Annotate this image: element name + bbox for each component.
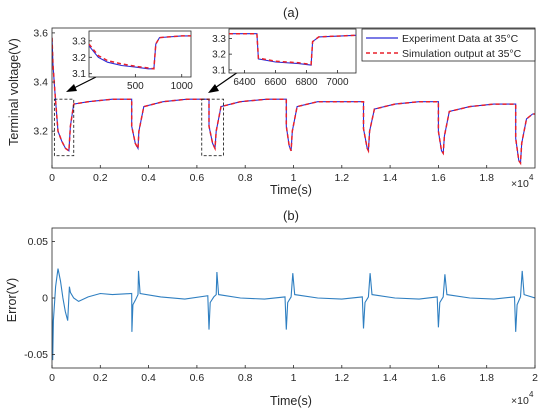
inset-2-arrow-head bbox=[208, 84, 219, 93]
inset-2-x-ticks: 6400 6600 6800 7000 bbox=[233, 70, 349, 88]
chart-b-ytick-label: 0 bbox=[42, 293, 48, 305]
zoom-box-1 bbox=[53, 98, 75, 157]
chart-a-xtick-label: 1.4 bbox=[383, 172, 398, 184]
chart-b-xtick-label: 0.6 bbox=[190, 372, 205, 384]
chart-b-x-ticks: 0 0.2 0.4 0.6 0.8 1 1.2 1.4 1.6 1.8 2 bbox=[49, 365, 538, 384]
chart-b-ylabel: Error(V) bbox=[5, 278, 19, 322]
chart-a-legend: Experiment Data at 35°C Simulation outpu… bbox=[361, 28, 536, 62]
inset-2-ytick-label: 3.3 bbox=[212, 34, 226, 45]
inset-1-arrow-head bbox=[66, 84, 77, 92]
inset-2-xtick-label: 7000 bbox=[326, 77, 349, 88]
chart-b-title: (b) bbox=[283, 208, 299, 223]
chart-a-xtick-label: 1.2 bbox=[334, 172, 349, 184]
chart-a-xtick-label: 0.4 bbox=[141, 172, 156, 184]
chart-b-xtick-label: 0 bbox=[49, 372, 55, 384]
chart-a-x-multiplier-exp: 4 bbox=[529, 173, 534, 182]
chart-b-ytick-label: 0.05 bbox=[28, 236, 49, 248]
chart-a-ytick-label: 3.6 bbox=[33, 27, 48, 39]
inset-2-y-ticks: 3.1 3.2 3.3 bbox=[212, 34, 232, 76]
inset-2-xtick-label: 6800 bbox=[295, 77, 318, 88]
chart-a-xtick-label: 1 bbox=[291, 172, 297, 184]
chart-a-xtick-label: 0.6 bbox=[190, 172, 205, 184]
inset-1-x-ticks: 500 1000 bbox=[127, 74, 193, 92]
chart-a-y-ticks: 3.2 3.4 3.6 bbox=[33, 27, 55, 138]
chart-b-xtick-label: 1.2 bbox=[334, 372, 349, 384]
inset-2-xtick-label: 6600 bbox=[264, 77, 287, 88]
chart-a-xtick-label: 0.8 bbox=[238, 172, 253, 184]
inset-1-xtick-label: 1000 bbox=[171, 81, 194, 92]
chart-a-xtick-label: 0 bbox=[49, 172, 55, 184]
inset-1-xtick-label: 500 bbox=[127, 81, 144, 92]
chart-b-xtick-label: 2 bbox=[532, 372, 538, 384]
zoom-box-2 bbox=[201, 98, 224, 157]
chart-a-zoom-boxes bbox=[53, 98, 224, 157]
chart-a-xlabel: Time(s) bbox=[270, 183, 312, 197]
chart-a-title: (a) bbox=[283, 5, 299, 20]
legend-experiment-label: Experiment Data at 35°C bbox=[402, 33, 519, 45]
legend-simulation-label: Simulation output at 35°C bbox=[402, 48, 522, 60]
chart-a-inset-2: 3.1 3.2 3.3 6400 6600 6800 7000 bbox=[212, 28, 357, 88]
chart-a-ylabel: Terminal voltage(V) bbox=[7, 38, 21, 146]
inset-1-ytick-label: 3.3 bbox=[72, 36, 86, 47]
inset-1-series-simulation bbox=[89, 35, 191, 70]
chart-b-xtick-label: 0.8 bbox=[238, 372, 253, 384]
chart-a-series-group bbox=[52, 37, 535, 166]
inset-1-ytick-label: 3.2 bbox=[72, 53, 86, 64]
chart-a-x-ticks: 0 0.2 0.4 0.6 0.8 1 1.2 1.4 1.6 1.8 bbox=[49, 165, 494, 184]
chart-a-series-simulation bbox=[52, 37, 535, 166]
inset-1-frame bbox=[88, 30, 192, 78]
chart-b-x-multiplier: ×10 4 bbox=[511, 390, 534, 407]
chart-a-x-multiplier-base: ×10 bbox=[511, 178, 529, 190]
inset-2-series-simulation bbox=[229, 32, 356, 66]
chart-a-ytick-label: 3.4 bbox=[33, 77, 48, 89]
chart-b-series-error bbox=[52, 268, 535, 361]
chart-b-xtick-label: 1.4 bbox=[383, 372, 398, 384]
chart-b-x-multiplier-exp: 4 bbox=[529, 390, 534, 399]
inset-2-series-group bbox=[229, 32, 356, 66]
chart-b: (b) Error(V) Time(s) ×10 4 0 0.2 0.4 0.6 0.8… bbox=[5, 208, 538, 408]
inset-2-ytick-label: 3.1 bbox=[212, 65, 226, 76]
chart-b-y-ticks: -0.05 0 0.05 bbox=[24, 236, 55, 361]
inset-1-ytick-label: 3.1 bbox=[72, 69, 86, 80]
chart-b-xtick-label: 1.8 bbox=[479, 372, 494, 384]
chart-b-series-group bbox=[52, 268, 535, 361]
inset-1-series-group bbox=[89, 35, 191, 70]
chart-a-xtick-label: 1.8 bbox=[479, 172, 494, 184]
chart-a-inset-1: 3.1 3.2 3.3 500 1000 bbox=[72, 30, 193, 92]
chart-b-x-multiplier-base: ×10 bbox=[511, 395, 529, 407]
chart-a-x-multiplier: ×10 4 bbox=[511, 173, 534, 190]
chart-b-xtick-label: 0.2 bbox=[93, 372, 108, 384]
chart-a-ytick-label: 3.2 bbox=[33, 126, 48, 138]
inset-1-y-ticks: 3.1 3.2 3.3 bbox=[72, 36, 92, 80]
inset-2-xtick-label: 6400 bbox=[233, 77, 256, 88]
chart-a-xtick-label: 1.6 bbox=[431, 172, 446, 184]
chart-b-xlabel: Time(s) bbox=[270, 394, 312, 408]
inset-2-ytick-label: 3.2 bbox=[212, 50, 226, 61]
chart-b-xtick-label: 1.6 bbox=[431, 372, 446, 384]
chart-a-xtick-label: 0.2 bbox=[93, 172, 108, 184]
chart-a-inset-arrows bbox=[66, 71, 239, 93]
legend-box bbox=[361, 28, 536, 62]
chart-b-xtick-label: 1 bbox=[291, 372, 297, 384]
chart-b-ytick-label: -0.05 bbox=[24, 349, 48, 361]
chart-b-xtick-label: 0.4 bbox=[141, 372, 156, 384]
